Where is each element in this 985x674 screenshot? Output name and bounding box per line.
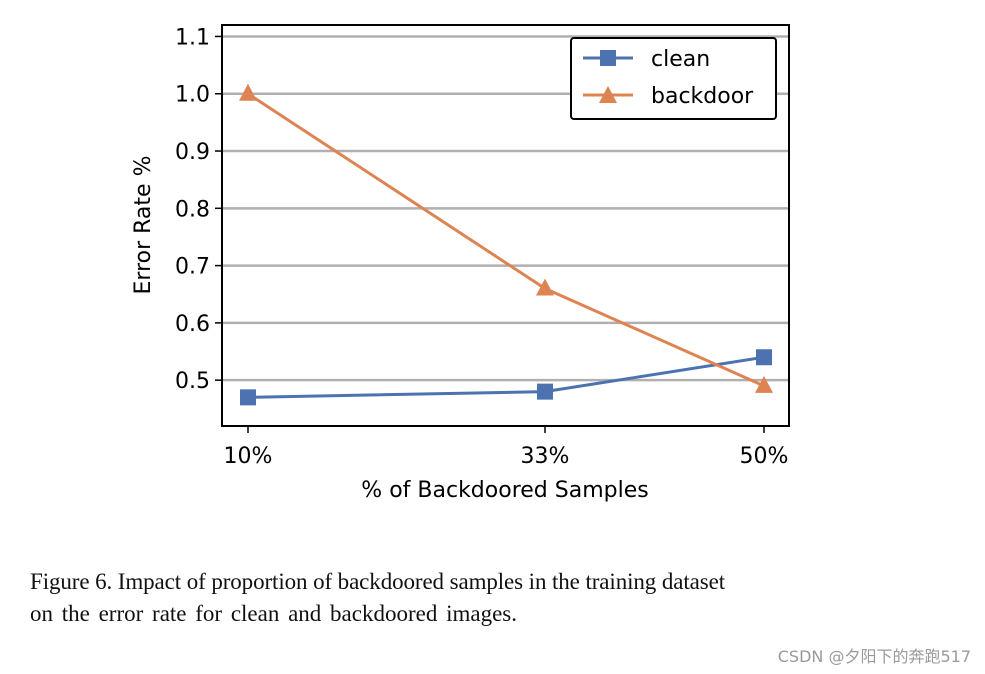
x-axis-ticks: 10% 33% 50% [224,426,789,469]
data-point-clean [537,383,553,400]
y-tick-label: 0.7 [175,255,210,280]
x-axis-label: % of Backdoored Samples [361,478,648,503]
legend-clean-label: clean [651,47,710,72]
legend-backdoor-marker [599,86,617,103]
y-axis-ticks: 0.5 0.6 0.7 0.8 0.9 1.0 1.1 [175,25,222,394]
y-tick-label: 1.0 [175,83,210,108]
y-tick-label: 0.9 [175,140,210,165]
data-point-backdoor [536,278,554,296]
legend-clean-marker [600,50,616,66]
data-point-clean [756,349,772,366]
data-point-backdoor [755,375,773,393]
figure-caption: Figure 6. Impact of proportion of backdo… [30,566,930,630]
series-line-clean [247,355,765,399]
x-tick-label: 33% [521,444,570,469]
y-tick-label: 1.1 [175,25,210,50]
line-chart: 0.5 0.6 0.7 0.8 0.9 1.0 1.1 10% 33% 50% % of Bac… [131,24,790,503]
grid-lines [222,35,789,382]
watermark: CSDN @夕阳下的奔跑517 [777,647,971,666]
y-tick-label: 0.6 [175,312,210,337]
x-tick-label: 10% [224,444,273,469]
legend: clean backdoor [570,37,777,120]
series-line-backdoor [247,92,765,388]
caption-line-1: Figure 6. Impact of proportion of backdo… [30,569,725,594]
y-tick-label: 0.8 [175,197,210,222]
legend-backdoor-label: backdoor [651,84,754,109]
y-axis-label: Error Rate % [131,156,156,295]
data-point-clean [240,389,256,406]
data-point-backdoor [239,83,257,101]
plot-frame [221,24,790,427]
y-tick-label: 0.5 [175,369,210,394]
x-tick-label: 50% [740,444,789,469]
caption-line-2: on the error rate for clean and backdoor… [30,601,517,626]
series-layer [239,83,773,406]
